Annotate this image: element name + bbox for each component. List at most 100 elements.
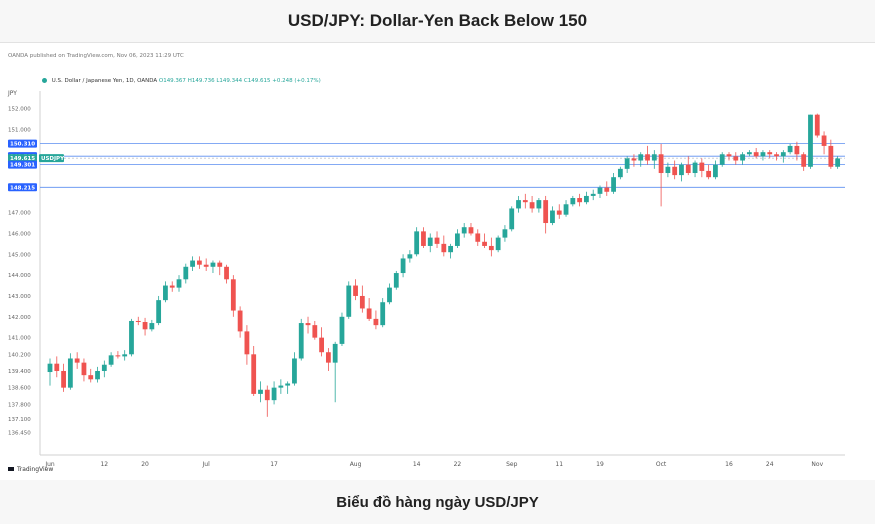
tradingview-brand: TradingView: [16, 466, 53, 473]
legend-close: C149.615: [243, 78, 271, 84]
candle-body: [163, 285, 168, 301]
candle-body: [767, 152, 773, 155]
candle-body: [237, 310, 243, 332]
x-tick-label: Oct: [656, 461, 667, 468]
candle-body: [434, 237, 440, 244]
candle-body: [509, 208, 515, 230]
candle-body: [400, 258, 406, 274]
candle-body: [638, 154, 644, 161]
candle-body: [129, 320, 134, 355]
price-tag-label: 149.301: [10, 163, 35, 169]
candle-body: [692, 162, 698, 174]
y-tick-label: 139.400: [8, 369, 31, 375]
candle-body: [264, 389, 270, 401]
candle-body: [468, 227, 474, 234]
candlestick-chart[interactable]: JPY 152.000 151.000 147.000 146.000 145.000 14…: [0, 43, 875, 480]
candle-body: [658, 154, 664, 174]
y-tick-label: 152.000: [8, 106, 31, 112]
candle-body: [774, 154, 779, 157]
candle-body: [685, 164, 691, 174]
candle-body: [441, 243, 447, 253]
candle-body: [543, 200, 549, 224]
price-tag-label: 148.215: [10, 185, 35, 191]
candle-body: [353, 285, 358, 296]
candle-body: [699, 162, 705, 171]
candle-body: [550, 210, 555, 224]
legend-high: H149.736: [187, 78, 215, 84]
candle-body: [230, 279, 236, 311]
candle-body: [325, 352, 331, 363]
candle-body: [556, 210, 562, 215]
y-tick-label: 137.800: [8, 402, 31, 408]
candle-body: [821, 135, 827, 146]
candle-body: [74, 358, 80, 363]
candle-body: [278, 385, 284, 388]
candle-body: [780, 152, 786, 157]
candle-body: [380, 302, 386, 326]
x-tick-label: Jul: [202, 461, 211, 468]
candle-body: [651, 154, 657, 161]
x-tick-label: 24: [766, 461, 774, 468]
candle-body: [149, 323, 155, 330]
candle-body: [502, 229, 508, 238]
x-tick-label: 20: [141, 461, 149, 468]
caption-bar: Biểu đồ hàng ngày USD/JPY: [0, 480, 875, 524]
candle-body: [176, 279, 182, 288]
candle-body: [332, 343, 338, 363]
candle-body: [414, 231, 420, 255]
x-tick-label: 12: [100, 461, 108, 468]
y-tick-label: 140.200: [8, 352, 31, 358]
candle-body: [455, 233, 460, 246]
x-tick-label: Jun: [44, 461, 55, 468]
candle-body: [339, 316, 345, 344]
candle-body: [312, 325, 318, 338]
candle-body: [563, 204, 569, 215]
x-tick-label: 22: [454, 461, 462, 468]
candle-body: [292, 358, 297, 384]
x-tick-label: Aug: [350, 461, 362, 468]
x-tick-label: 17: [270, 461, 278, 468]
legend-open: O149.367: [158, 78, 186, 84]
candle-body: [801, 154, 807, 167]
candle-body: [794, 145, 800, 155]
candle-body: [319, 337, 324, 353]
candle-body: [448, 245, 454, 253]
candle-body: [522, 200, 528, 203]
candle-body: [251, 354, 257, 394]
candle-body: [244, 331, 250, 355]
candle-body: [285, 383, 291, 386]
x-tick-label: Sep: [506, 461, 518, 468]
candle-body: [672, 166, 678, 176]
chart-legend: U.S. Dollar / Japanese Yen, 1D, OANDA O1…: [42, 78, 321, 84]
candle-body: [828, 145, 834, 167]
candle-body: [624, 158, 630, 169]
candle-body: [101, 364, 107, 371]
candle-body: [271, 387, 277, 401]
legend-symbol: U.S. Dollar / Japanese Yen, 1D, OANDA: [51, 78, 158, 84]
y-tick-label: 151.000: [8, 127, 31, 133]
candle-body: [719, 154, 725, 165]
price-tag-bg: [8, 139, 37, 148]
y-tick-label: 146.000: [8, 231, 31, 237]
candle-body: [61, 370, 66, 388]
candle-body: [203, 264, 209, 267]
candle-body: [665, 166, 671, 174]
candle-body: [733, 156, 739, 161]
candle-body: [706, 170, 712, 178]
price-tag-bg: [8, 154, 37, 163]
x-tick-label: 14: [413, 461, 421, 468]
candle-body: [713, 164, 718, 178]
candle-body: [95, 370, 100, 380]
y-tick-label: 147.000: [8, 211, 31, 217]
candle-body: [359, 295, 365, 309]
candle-body: [631, 158, 637, 161]
candle-body: [475, 233, 481, 242]
x-tick-label: 11: [555, 461, 563, 468]
chart-panel: OANDA published on TradingView.com, Nov …: [0, 43, 875, 480]
candle-body: [740, 154, 745, 161]
candle-body: [529, 202, 535, 209]
price-tag-label: 149.615: [10, 156, 35, 162]
source-note: OANDA published on TradingView.com, Nov …: [8, 53, 184, 59]
candle-body: [190, 260, 195, 267]
candle-body: [461, 227, 467, 234]
